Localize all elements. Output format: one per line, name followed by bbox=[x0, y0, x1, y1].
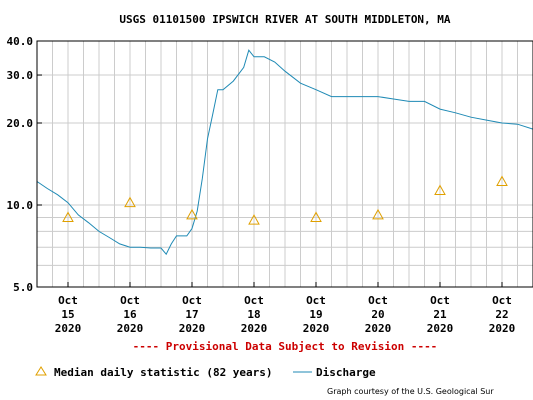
x-tick-label: 2020 bbox=[55, 322, 82, 335]
median-point bbox=[434, 184, 446, 196]
legend-median-marker bbox=[35, 366, 47, 376]
x-tick-label: 2020 bbox=[365, 322, 392, 335]
median-point bbox=[248, 214, 260, 225]
y-axis-labels: 5.0 10.0 20.0 30.0 40.0 bbox=[7, 35, 34, 294]
x-tick-label: Oct bbox=[306, 294, 326, 307]
x-tick-label: 21 bbox=[433, 308, 447, 321]
legend-discharge-label: Discharge bbox=[316, 366, 376, 379]
x-tick-label: 2020 bbox=[179, 322, 206, 335]
chart-title: USGS 01101500 IPSWICH RIVER AT SOUTH MID… bbox=[119, 13, 451, 26]
x-tick-label: Oct bbox=[58, 294, 78, 307]
y-tick-label: 20.0 bbox=[7, 117, 34, 130]
x-tick-label: 20 bbox=[371, 308, 384, 321]
y-tick-label: 5.0 bbox=[13, 281, 33, 294]
median-point bbox=[186, 208, 198, 220]
x-tick-label: Oct bbox=[368, 294, 388, 307]
median-point bbox=[372, 208, 384, 220]
y-tick-label: 30.0 bbox=[7, 69, 34, 82]
x-tick-label: 16 bbox=[123, 308, 137, 321]
legend: Median daily statistic (82 years) Discha… bbox=[35, 366, 376, 379]
x-tick-label: 17 bbox=[185, 308, 198, 321]
x-tick-label: 2020 bbox=[489, 322, 516, 335]
median-point bbox=[310, 211, 322, 222]
y-tick-label: 10.0 bbox=[7, 199, 34, 212]
provisional-notice: ---- Provisional Data Subject to Revisio… bbox=[133, 340, 438, 353]
x-tick-label: 15 bbox=[61, 308, 74, 321]
x-tick-label: Oct bbox=[430, 294, 450, 307]
x-tick-label: 19 bbox=[309, 308, 322, 321]
plot-frame bbox=[36, 40, 533, 288]
discharge-line bbox=[36, 49, 533, 256]
median-point bbox=[62, 211, 74, 222]
x-tick-label: Oct bbox=[492, 294, 512, 307]
x-tick-label: 18 bbox=[247, 308, 260, 321]
y-tick-label: 40.0 bbox=[7, 35, 34, 48]
series-layer bbox=[36, 49, 533, 256]
median-point bbox=[496, 175, 508, 186]
x-tick-label: Oct bbox=[120, 294, 140, 307]
x-tick-label: Oct bbox=[182, 294, 202, 307]
x-tick-label: Oct bbox=[244, 294, 264, 307]
x-tick-label: 2020 bbox=[303, 322, 330, 335]
x-axis-labels: Oct152020Oct162020Oct172020Oct182020Oct1… bbox=[55, 294, 516, 335]
x-tick-label: 22 bbox=[495, 308, 508, 321]
median-point bbox=[124, 196, 136, 208]
grid-layer bbox=[37, 40, 533, 288]
x-tick-label: 2020 bbox=[427, 322, 454, 335]
x-tick-label: 2020 bbox=[117, 322, 144, 335]
legend-median-label: Median daily statistic (82 years) bbox=[54, 366, 273, 379]
x-tick-label: 2020 bbox=[241, 322, 268, 335]
graph-credit: Graph courtesy of the U.S. Geological Su… bbox=[327, 387, 494, 396]
